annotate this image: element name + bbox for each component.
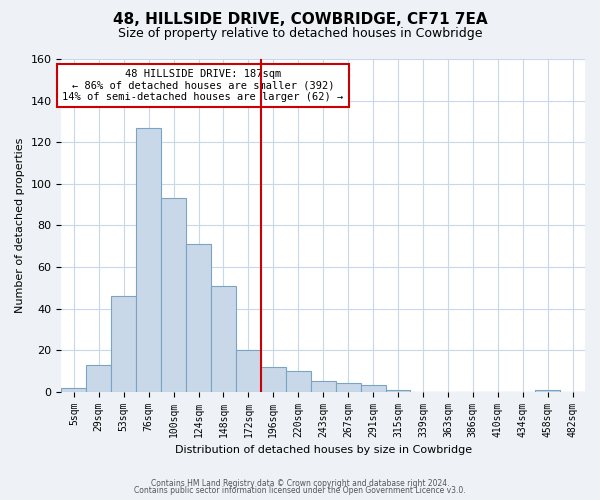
Bar	[211, 286, 236, 392]
Text: Contains HM Land Registry data © Crown copyright and database right 2024.: Contains HM Land Registry data © Crown c…	[151, 478, 449, 488]
Bar	[61, 388, 86, 392]
Text: 48 HILLSIDE DRIVE: 187sqm
← 86% of detached houses are smaller (392)
14% of semi: 48 HILLSIDE DRIVE: 187sqm ← 86% of detac…	[62, 69, 343, 102]
Bar	[161, 198, 186, 392]
Bar	[386, 390, 410, 392]
Bar	[86, 364, 111, 392]
Bar	[535, 390, 560, 392]
Text: Size of property relative to detached houses in Cowbridge: Size of property relative to detached ho…	[118, 28, 482, 40]
Bar	[236, 350, 261, 392]
X-axis label: Distribution of detached houses by size in Cowbridge: Distribution of detached houses by size …	[175, 445, 472, 455]
Bar	[186, 244, 211, 392]
Bar	[286, 371, 311, 392]
Y-axis label: Number of detached properties: Number of detached properties	[15, 138, 25, 313]
Bar	[361, 386, 386, 392]
Bar	[311, 382, 335, 392]
Bar	[111, 296, 136, 392]
Bar	[136, 128, 161, 392]
Bar	[335, 384, 361, 392]
Bar	[261, 366, 286, 392]
Text: Contains public sector information licensed under the Open Government Licence v3: Contains public sector information licen…	[134, 486, 466, 495]
Text: 48, HILLSIDE DRIVE, COWBRIDGE, CF71 7EA: 48, HILLSIDE DRIVE, COWBRIDGE, CF71 7EA	[113, 12, 487, 28]
